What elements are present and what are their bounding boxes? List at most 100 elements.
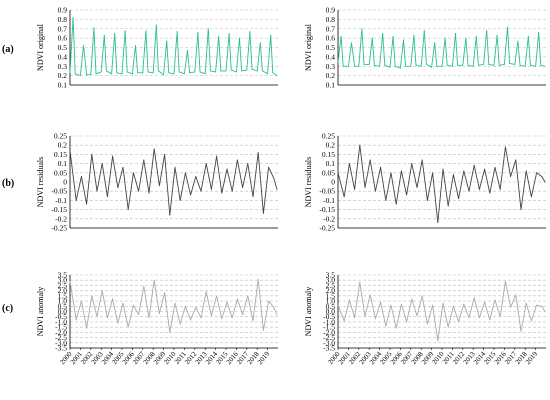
series-segment: [190, 306, 197, 321]
series-segment: [228, 32, 232, 71]
series-segment: [484, 168, 491, 194]
series-segment: [390, 304, 397, 329]
series-segment: [441, 37, 446, 67]
y-tick-label: -2.0: [323, 328, 335, 337]
y-tick-label: 0.9: [58, 6, 68, 15]
series-segment: [105, 70, 113, 75]
series-segment: [347, 42, 352, 67]
series-segment: [483, 30, 488, 65]
series-segment: [148, 279, 155, 319]
series-segment: [273, 177, 278, 190]
series-segment: [189, 71, 196, 74]
series-segment: [437, 168, 444, 223]
series-segment: [498, 63, 505, 66]
series-segment: [403, 39, 407, 67]
series-segment: [148, 148, 155, 194]
series-segment: [364, 294, 371, 318]
y-tick-label: -0.25: [319, 224, 335, 233]
series-segment: [395, 170, 402, 205]
series-segment: [111, 32, 116, 75]
chart-c-left: 3.53.02.52.01.51.00.50.0-0.5-1.0-1.5-2.0…: [36, 271, 278, 366]
series-segment: [484, 301, 491, 321]
series-segment: [174, 302, 181, 325]
series-segment: [242, 163, 249, 188]
series-segment: [127, 172, 134, 211]
y-tick-label: -1.0: [323, 317, 335, 326]
series-segment: [268, 300, 275, 308]
series-segment: [163, 40, 168, 76]
series-segment: [452, 305, 460, 323]
series-segment: [423, 30, 427, 65]
series-segment: [354, 281, 361, 319]
series-segment: [174, 166, 181, 201]
y-tick-label: 1.0: [326, 297, 336, 306]
series-segment: [138, 286, 145, 316]
series-segment: [488, 63, 495, 66]
series-segment: [337, 172, 345, 198]
y-tick-label: -3.0: [323, 338, 335, 347]
series-segment: [473, 297, 480, 319]
series-segment: [231, 298, 238, 319]
y-tick-label: -3.5: [323, 344, 335, 353]
series-segment: [368, 37, 373, 65]
series-segment: [473, 164, 480, 190]
series-segment: [340, 35, 344, 67]
series-segment: [184, 305, 192, 321]
series-segment: [86, 153, 93, 205]
series-segment: [145, 30, 149, 73]
y-tick-label: 2.0: [326, 286, 336, 295]
series-segment: [467, 64, 474, 67]
series-segment: [93, 27, 97, 75]
y-tick-label: 0.15: [54, 150, 67, 159]
y-tick-label: -0.25: [51, 224, 67, 233]
series-segment: [486, 30, 490, 65]
y-tick-label: 0.15: [322, 150, 335, 159]
series-segment: [385, 304, 392, 327]
series-segment: [96, 163, 103, 192]
series-segment: [499, 146, 506, 190]
series-segment: [361, 28, 365, 65]
series-segment: [348, 299, 356, 319]
series-segment: [247, 295, 254, 322]
series-segment: [463, 303, 470, 319]
series-segment: [273, 306, 278, 316]
series-segment: [153, 148, 160, 187]
chart-b-right: 0.250.20.150.10.050-0.05-0.1-0.15-0.2-0.…: [304, 132, 546, 233]
series-segment: [236, 298, 244, 316]
series-segment: [126, 71, 133, 75]
series-segment: [69, 17, 74, 74]
y-tick-label: 0.0: [326, 307, 336, 316]
series-segment: [468, 297, 475, 319]
series-segment: [235, 37, 240, 73]
series-segment: [519, 64, 526, 67]
y-tick-label: -0.1: [323, 196, 335, 205]
series-segment: [210, 295, 218, 317]
series-segment: [354, 144, 361, 190]
series-segment: [101, 290, 108, 319]
series-segment: [226, 168, 233, 192]
x-tick-label: 2019: [256, 350, 271, 366]
series-segment: [127, 304, 134, 328]
y-tick-label: -1.0: [55, 317, 67, 326]
series-segment: [69, 280, 77, 321]
series-segment: [95, 71, 102, 75]
series-segment: [153, 279, 160, 315]
series-segment: [200, 163, 207, 192]
x-tick-label: 2019: [524, 350, 539, 366]
y-tick-label: -0.5: [323, 312, 335, 321]
series-segment: [343, 299, 350, 322]
y-tick-label: 0.4: [326, 52, 336, 61]
series-segment: [216, 155, 223, 194]
series-segment: [373, 64, 381, 67]
y-tick-label: 0.5: [58, 43, 68, 52]
series-segment: [337, 35, 342, 63]
series-segment: [406, 298, 413, 323]
series-segment: [132, 172, 140, 192]
series-segment: [143, 159, 150, 194]
series-segment: [411, 163, 418, 188]
series-segment: [400, 170, 408, 196]
series-segment: [493, 34, 498, 66]
series-segment: [447, 174, 454, 207]
series-segment: [169, 302, 176, 333]
series-segment: [257, 152, 264, 214]
